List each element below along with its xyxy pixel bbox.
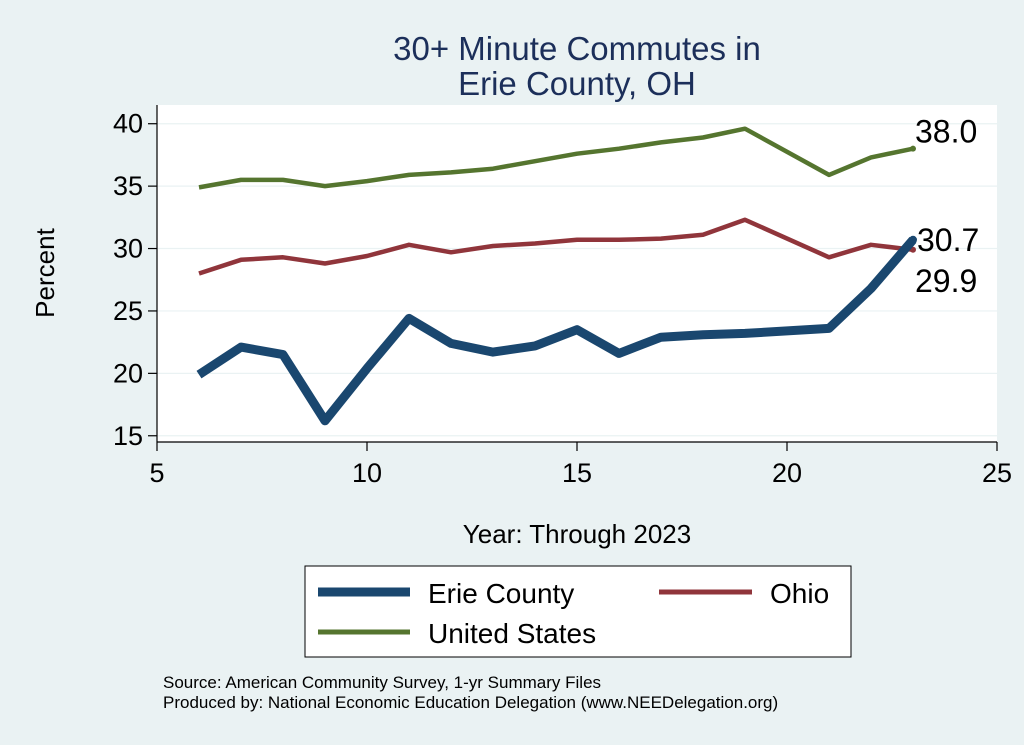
legend-label-united-states: United States: [428, 618, 596, 649]
end-label-erie-county: 30.7: [917, 222, 979, 258]
x-tick-label-10: 10: [352, 458, 382, 488]
x-tick-label-20: 20: [772, 458, 802, 488]
x-tick-label-25: 25: [982, 458, 1012, 488]
chart-title-line-2: Erie County, OH: [458, 65, 696, 102]
x-tick-label-5: 5: [149, 458, 164, 488]
axis-ticks: 15 20 25 30 35 40 5 10 15 20 25: [113, 109, 1012, 488]
x-axis-title: Year: Through 2023: [463, 519, 691, 549]
source-note: Source: American Community Survey, 1-yr …: [163, 673, 601, 692]
legend: Erie County Ohio United States: [304, 565, 852, 658]
series-line-united-states: [198, 126, 914, 190]
end-marker-united-states: [910, 145, 916, 152]
series-lines: 30.7 29.9 38.0: [196, 114, 979, 426]
y-tick-label-25: 25: [113, 296, 143, 326]
y-tick-label-20: 20: [113, 358, 143, 388]
chart-title-line-1: 30+ Minute Commutes in: [393, 30, 761, 67]
series-line-erie-county: [196, 236, 917, 426]
end-label-ohio: 29.9: [915, 263, 977, 299]
y-tick-label-35: 35: [113, 171, 143, 201]
end-marker-erie-county: [909, 235, 917, 244]
y-axis-title: Percent: [30, 227, 60, 317]
legend-box: [304, 565, 852, 658]
legend-label-ohio: Ohio: [770, 578, 829, 609]
y-tick-label-40: 40: [113, 109, 143, 139]
x-tick-label-15: 15: [562, 458, 592, 488]
producer-note: Produced by: National Economic Education…: [163, 693, 778, 712]
y-tick-label-30: 30: [113, 234, 143, 264]
end-label-united-states: 38.0: [915, 114, 977, 150]
series-line-ohio: [198, 217, 914, 276]
legend-label-erie-county: Erie County: [428, 578, 574, 609]
y-tick-label-15: 15: [113, 421, 143, 451]
